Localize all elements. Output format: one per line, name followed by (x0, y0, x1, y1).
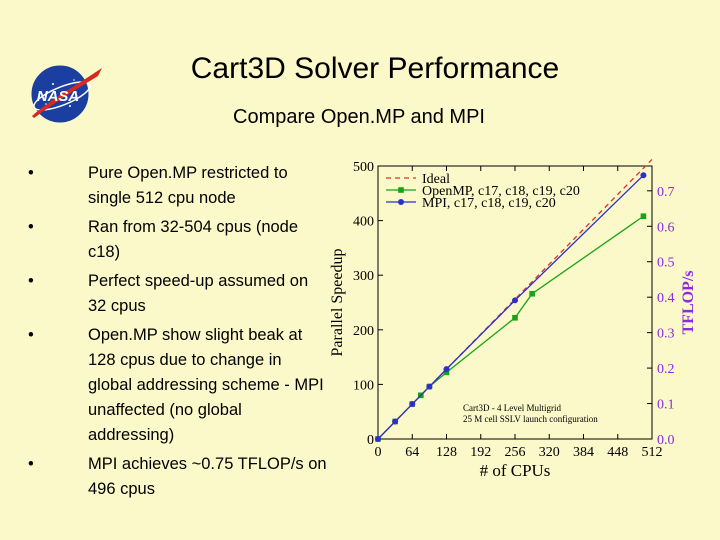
mpi-point (375, 436, 381, 442)
page-title: Cart3D Solver Performance (190, 52, 560, 85)
bullet-icon: • (28, 455, 34, 473)
openmp-point (512, 314, 518, 321)
chart-annotation: 25 M cell SSLV launch configuration (463, 414, 598, 424)
bullet-item: • Pure Open.MP restricted to single 512 c… (28, 161, 328, 211)
legend-marker (398, 187, 404, 193)
y-tick-label: 0 (367, 433, 374, 448)
y2-tick-label: 0.0 (657, 433, 675, 448)
y-tick-label: 400 (353, 215, 374, 230)
x-axis-label: # of CPUs (480, 461, 551, 480)
speedup-chart: 0 64 128 192 256 320 384 448 512 0 100 200 300 400 500… (329, 158, 697, 480)
y2-tick-label: 0.1 (657, 398, 675, 413)
x-tick-label: 512 (642, 445, 663, 460)
chart-annotation: Cart3D - 4 Level Multigrid (463, 403, 561, 413)
y2-tick-label: 0.6 (657, 220, 675, 235)
bullet-icon: • (28, 326, 34, 344)
y2-tick-label: 0.2 (657, 362, 675, 377)
legend-label: OpenMP, c17, c18, c19, c20 (422, 184, 580, 199)
y-tick-label: 100 (353, 378, 374, 393)
x-tick-label: 64 (405, 445, 419, 460)
y2-tick-label: 0.7 (657, 185, 675, 200)
nasa-logo: NASA (22, 60, 104, 128)
mpi-point (426, 383, 433, 390)
logo-text: NASA (37, 88, 80, 105)
y-axis-label: Parallel Speedup (329, 249, 346, 357)
bullet-text: Perfect speed-up assumed on 32 cpus (88, 272, 309, 315)
bullet-text: Open.MP show slight beak at 128 cpus due… (88, 326, 324, 444)
x-tick-label: 192 (470, 445, 491, 460)
bullet-text: MPI achieves ~0.75 TFLOP/s on 496 cpus (88, 455, 327, 498)
y-tick-label: 500 (353, 160, 374, 175)
y2-tick-label: 0.3 (657, 327, 675, 342)
mpi-point (640, 172, 647, 179)
mpi-point (409, 401, 416, 408)
bullet-icon: • (28, 164, 34, 182)
page-subtitle: Compare Open.MP and MPI (233, 106, 485, 128)
openmp-point (640, 213, 647, 220)
y2-tick-label: 0.4 (657, 291, 675, 306)
x-tick-label: 0 (375, 445, 382, 460)
legend-label: Ideal (422, 172, 450, 187)
x-tick-label: 128 (436, 445, 457, 460)
y-tick-label: 300 (353, 269, 374, 284)
bullet-list: • Pure Open.MP restricted to single 512 c… (28, 161, 328, 506)
legend-label: MPI, c17, c18, c19, c20 (422, 196, 556, 211)
x-tick-label: 448 (607, 445, 628, 460)
mpi-point (392, 418, 399, 425)
x-tick-label: 256 (505, 445, 526, 460)
y-tick-label: 200 (353, 324, 374, 339)
x-tick-label: 320 (539, 445, 560, 460)
y2-tick-label: 0.5 (657, 256, 675, 271)
bullet-icon: • (28, 218, 34, 236)
x-tick-label: 384 (573, 445, 594, 460)
openmp-point (443, 369, 450, 376)
bullet-item: • Ran from 32-504 cpus (node c18) (28, 215, 328, 265)
series-line-mpi (377, 174, 644, 440)
y2-axis-label: TFLOP/s (680, 270, 697, 334)
bullet-icon: • (28, 272, 34, 290)
legend-marker (398, 199, 404, 205)
bullet-item: • MPI achieves ~0.75 TFLOP/s on 496 cpus (28, 452, 328, 502)
bullet-text: Pure Open.MP restricted to single 512 cp… (88, 164, 288, 207)
mpi-point (443, 366, 450, 373)
openmp-point (529, 290, 535, 297)
bullet-item: • Perfect speed-up assumed on 32 cpus (28, 269, 328, 319)
bullet-item: • Open.MP show slight beak at 128 cpus du… (28, 323, 328, 448)
bullet-text: Ran from 32-504 cpus (node c18) (88, 218, 299, 261)
mpi-point (512, 297, 518, 304)
